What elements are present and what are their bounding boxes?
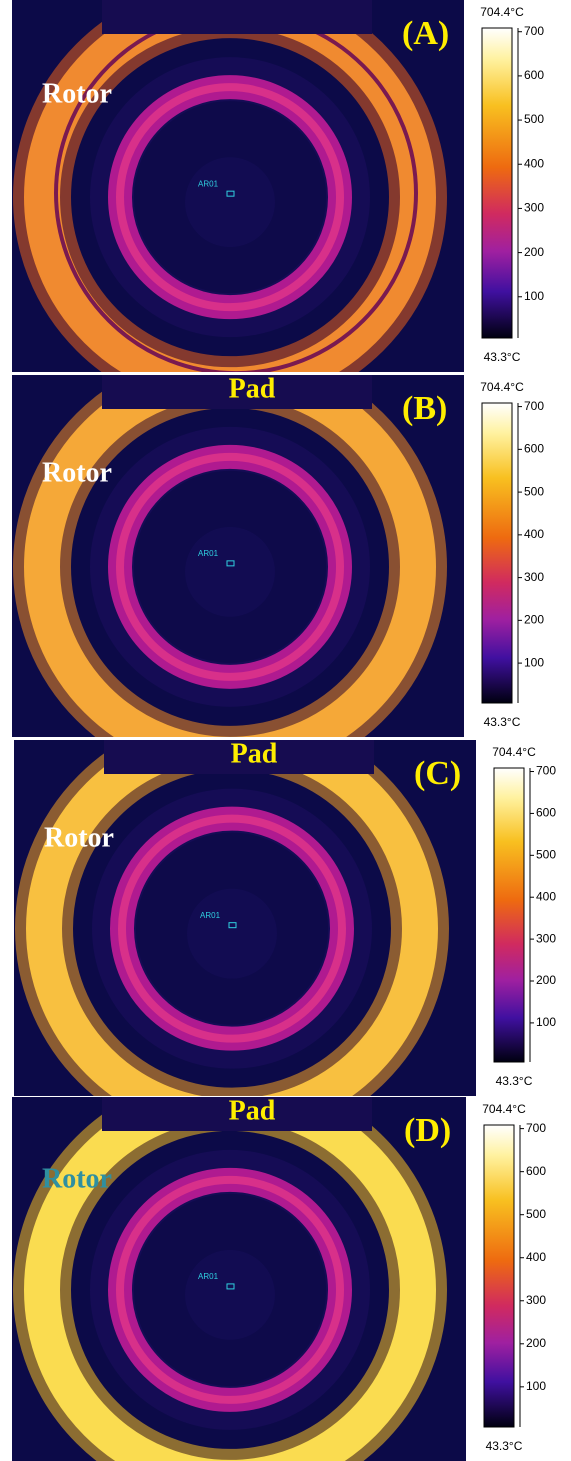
colorbar: [483, 1124, 515, 1428]
scale-tick-label: 500: [524, 112, 544, 126]
scale-tick-label: 400: [524, 527, 544, 541]
roi-label: AR01: [198, 549, 219, 558]
scale-tick-label: 500: [526, 1207, 546, 1221]
pad-shadow: [102, 1097, 372, 1131]
panel-label big: (B): [402, 390, 447, 427]
thermal-image: AR01: [12, 375, 464, 737]
panel-label big: (C): [414, 755, 461, 792]
roi-box: [228, 922, 237, 929]
scale-tick-label: 200: [524, 245, 544, 259]
scale-tick-label: 300: [524, 201, 544, 215]
panel-label big: (A): [402, 15, 449, 52]
scale-tick-label: 100: [536, 1015, 556, 1029]
scale-tick-label: 400: [526, 1250, 546, 1264]
rotor-label: Rotor: [42, 457, 112, 488]
colorbar: [481, 402, 513, 704]
roi-label: AR01: [198, 1272, 219, 1281]
colorbar: [481, 27, 513, 339]
roi-box: [226, 1283, 235, 1290]
scale-tick-label: 700: [536, 764, 556, 778]
scale-tick-label: 200: [536, 973, 556, 987]
pad-shadow: [102, 0, 372, 34]
scale-tick-label: 200: [526, 1336, 546, 1350]
thermal-panel: AR01 (B) Pad Rotor 704.4°C 43.3°C 700 600 500 400…: [12, 373, 571, 737]
scale-tick-label: 200: [524, 613, 544, 627]
scale-max: 704.4°C: [492, 745, 536, 759]
scale-tick-label: 600: [524, 68, 544, 82]
scale-tick-label: 100: [524, 289, 544, 303]
roi-label: AR01: [198, 179, 219, 188]
scale-tick-label: 100: [524, 655, 544, 669]
roi-label: AR01: [200, 911, 221, 920]
panel-label big: (D): [404, 1112, 451, 1149]
scale-tick-label: 600: [536, 806, 556, 820]
pad-shadow: [104, 740, 374, 774]
scale-tick-label: 100: [526, 1379, 546, 1393]
thermal-panel: AR01 (C) Pad Rotor 704.4°C 43.3°C 700 600 500 400…: [14, 738, 571, 1096]
scale-tick-label: 700: [524, 399, 544, 413]
scale-max: 704.4°C: [482, 1102, 526, 1116]
scale-max: 704.4°C: [480, 380, 524, 394]
hub-inner: [185, 526, 275, 617]
pad-label: Pad: [231, 738, 278, 769]
scale-tick-label: 300: [526, 1293, 546, 1307]
thermal-image: AR01: [12, 1097, 466, 1461]
scale-max: 704.4°C: [480, 5, 524, 19]
thermal-image: AR01: [12, 0, 464, 372]
roi-box: [226, 560, 235, 567]
pad-label: Pad: [229, 373, 276, 404]
rotor-label: Rotor: [44, 822, 114, 853]
thermal-panel: AR01 (A) Rotor 704.4°C 43.3°C 700 600 500 400 300…: [12, 0, 571, 372]
scale-tick-label: 700: [526, 1121, 546, 1135]
scale-tick-label: 600: [524, 442, 544, 456]
scale-min: 43.3°C: [496, 1074, 533, 1088]
scale-min: 43.3°C: [484, 350, 521, 364]
hub-inner: [185, 157, 275, 248]
hub-inner: [187, 888, 277, 979]
pad-shadow: [102, 375, 372, 409]
rotor-label: Rotor: [42, 78, 112, 109]
hub-ring-core: [116, 83, 344, 312]
thermal-image: AR01: [14, 740, 476, 1096]
scale-tick-label: 700: [524, 24, 544, 38]
thermal-panel: AR01 (D) Pad Rotor 704.4°C 43.3°C 700 600 500 400…: [12, 1095, 571, 1461]
scale-tick-label: 300: [536, 931, 556, 945]
rotor-label: Rotor: [42, 1163, 112, 1194]
scale-min: 43.3°C: [484, 715, 521, 729]
hub-ring-core: [118, 814, 346, 1043]
hub-ring-core: [116, 1175, 344, 1404]
scale-tick-label: 500: [524, 484, 544, 498]
scale-min: 43.3°C: [486, 1439, 523, 1453]
hub-ring-core: [116, 452, 344, 681]
colorbar: [493, 767, 525, 1063]
hub-inner: [185, 1249, 275, 1340]
scale-tick-label: 400: [536, 889, 556, 903]
scale-tick-label: 300: [524, 570, 544, 584]
scale-tick-label: 600: [526, 1164, 546, 1178]
scale-tick-label: 400: [524, 156, 544, 170]
pad-label: Pad: [229, 1095, 276, 1126]
scale-tick-label: 500: [536, 847, 556, 861]
roi-box: [226, 190, 235, 197]
